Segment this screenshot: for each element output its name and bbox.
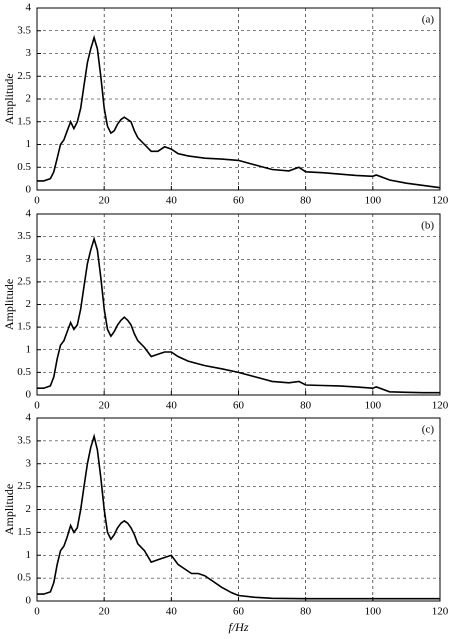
y-tick-label: 2 (26, 93, 32, 105)
y-tick-label: 0 (26, 595, 32, 607)
panel-label: (c) (422, 424, 435, 436)
y-tick-label: 3.5 (17, 24, 31, 36)
y-tick-label: 0 (26, 184, 32, 196)
y-tick-label: 2.5 (17, 275, 31, 287)
y-tick-label: 4 (26, 2, 32, 14)
x-tick-label: 60 (233, 195, 245, 207)
x-tick-label: 80 (300, 606, 312, 618)
x-tick-label: 20 (99, 606, 111, 618)
x-tick-label: 100 (365, 195, 382, 207)
axes-frame (36, 7, 441, 191)
panel-label: (b) (421, 220, 434, 232)
x-tick-label: 120 (432, 195, 449, 207)
y-tick-label: 1 (26, 343, 32, 355)
y-tick-label: 1.5 (17, 115, 31, 127)
y-tick-label: 2.5 (17, 480, 31, 492)
x-tick-label: 120 (432, 606, 449, 618)
y-tick-label: 1.5 (17, 526, 31, 538)
y-tick-label: 3.5 (17, 434, 31, 446)
x-tick-label: 80 (300, 400, 312, 412)
x-tick-label: 0 (34, 606, 40, 618)
y-tick-label: 3 (26, 457, 32, 469)
x-tick-label: 0 (34, 195, 40, 207)
data-line (37, 34, 441, 189)
axes-frame (36, 213, 441, 396)
y-axis-label: Amplitude (2, 279, 16, 330)
y-tick-label: 0.5 (17, 366, 31, 378)
x-tick-label: 60 (233, 400, 245, 412)
x-axis-label: f/Hz (228, 620, 248, 634)
x-tick-label: 80 (300, 195, 312, 207)
x-tick-label: 0 (34, 400, 40, 412)
y-axis-label: Amplitude (2, 73, 16, 124)
x-tick-label: 20 (99, 195, 111, 207)
y-tick-label: 3 (26, 47, 32, 59)
data-line (37, 433, 440, 600)
data-line (37, 236, 440, 394)
x-tick-label: 20 (99, 400, 111, 412)
y-tick-label: 1.5 (17, 321, 31, 333)
y-axis-label: Amplitude (2, 484, 16, 535)
y-tick-label: 1 (26, 549, 32, 561)
y-tick-label: 0 (26, 389, 32, 401)
x-tick-label: 60 (233, 606, 245, 618)
x-tick-label: 40 (166, 606, 178, 618)
x-tick-label: 100 (365, 606, 382, 618)
y-tick-label: 3 (26, 253, 32, 265)
x-tick-label: 40 (166, 400, 178, 412)
y-tick-label: 2 (26, 298, 32, 310)
x-tick-label: 100 (365, 400, 382, 412)
y-tick-label: 4 (26, 208, 32, 220)
y-tick-label: 0.5 (17, 572, 31, 584)
panel-label: (a) (422, 14, 435, 26)
y-tick-label: 2 (26, 503, 32, 515)
axes-frame (36, 417, 441, 602)
x-tick-label: 120 (432, 400, 449, 412)
y-tick-label: 4 (26, 412, 32, 424)
y-tick-label: 1 (26, 138, 32, 150)
x-tick-label: 40 (166, 195, 178, 207)
y-tick-label: 0.5 (17, 161, 31, 173)
y-tick-label: 2.5 (17, 70, 31, 82)
y-tick-label: 3.5 (17, 230, 31, 242)
